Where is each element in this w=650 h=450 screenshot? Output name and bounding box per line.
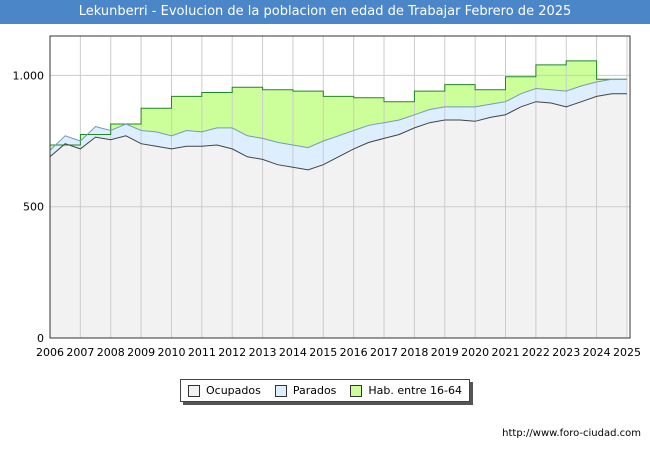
x-tick-label: 2025 (613, 346, 641, 359)
x-tick-label: 2014 (279, 346, 307, 359)
x-tick-label: 2016 (340, 346, 368, 359)
legend-item-ocupados: Ocupados (187, 384, 261, 397)
x-tick-label: 2012 (218, 346, 246, 359)
line-parados (49, 78, 627, 151)
x-tick-label: 2013 (249, 346, 277, 359)
x-tick-label: 2024 (583, 346, 611, 359)
legend-label-ocupados: Ocupados (205, 384, 261, 397)
legend-label-hab: Hab. entre 16-64 (368, 384, 462, 397)
chart-title: Lekunberri - Evolucion de la poblacion e… (0, 0, 650, 24)
chart-areas (50, 36, 630, 339)
x-tick-label: 2018 (400, 346, 428, 359)
chart-lines (49, 60, 627, 171)
line-ocupados (49, 93, 627, 171)
y-tick-label: 0 (37, 332, 44, 345)
plot-frame (49, 35, 631, 339)
x-axis: 2006 2007 2008 2009 2010 2011 2012 2013 2014 2015… (36, 346, 641, 359)
x-tick-label: 2011 (188, 346, 216, 359)
line-hab-16-64 (50, 60, 627, 146)
x-tick-label: 2006 (36, 346, 64, 359)
x-tick-label: 2015 (309, 346, 337, 359)
legend-label-parados: Parados (292, 384, 337, 397)
x-tick-label: 2020 (461, 346, 489, 359)
legend-item-hab: Hab. entre 16-64 (350, 384, 462, 397)
x-tick-label: 2021 (491, 346, 519, 359)
y-axis: 0 500 1.000 (13, 69, 45, 345)
y-tick-label: 500 (23, 201, 44, 214)
x-tick-label: 2007 (66, 346, 94, 359)
x-tick-label: 2019 (431, 346, 459, 359)
x-tick-label: 2022 (522, 346, 550, 359)
legend: Ocupados Parados Hab. entre 16-64 (180, 379, 470, 402)
x-tick-label: 2008 (97, 346, 125, 359)
x-tick-label: 2023 (552, 346, 580, 359)
area-ocupados (50, 93, 627, 338)
source-link[interactable]: http://www.foro-ciudad.com (502, 428, 641, 439)
x-tick-label: 2017 (370, 346, 398, 359)
y-tick-label: 1.000 (13, 69, 45, 82)
legend-swatch-ocupados (187, 384, 200, 397)
x-tick-label: 2009 (127, 346, 155, 359)
legend-item-parados: Parados (274, 384, 337, 397)
legend-swatch-parados (274, 384, 287, 397)
x-tick-label: 2010 (157, 346, 185, 359)
plot-border (49, 35, 631, 339)
legend-swatch-hab (350, 384, 363, 397)
